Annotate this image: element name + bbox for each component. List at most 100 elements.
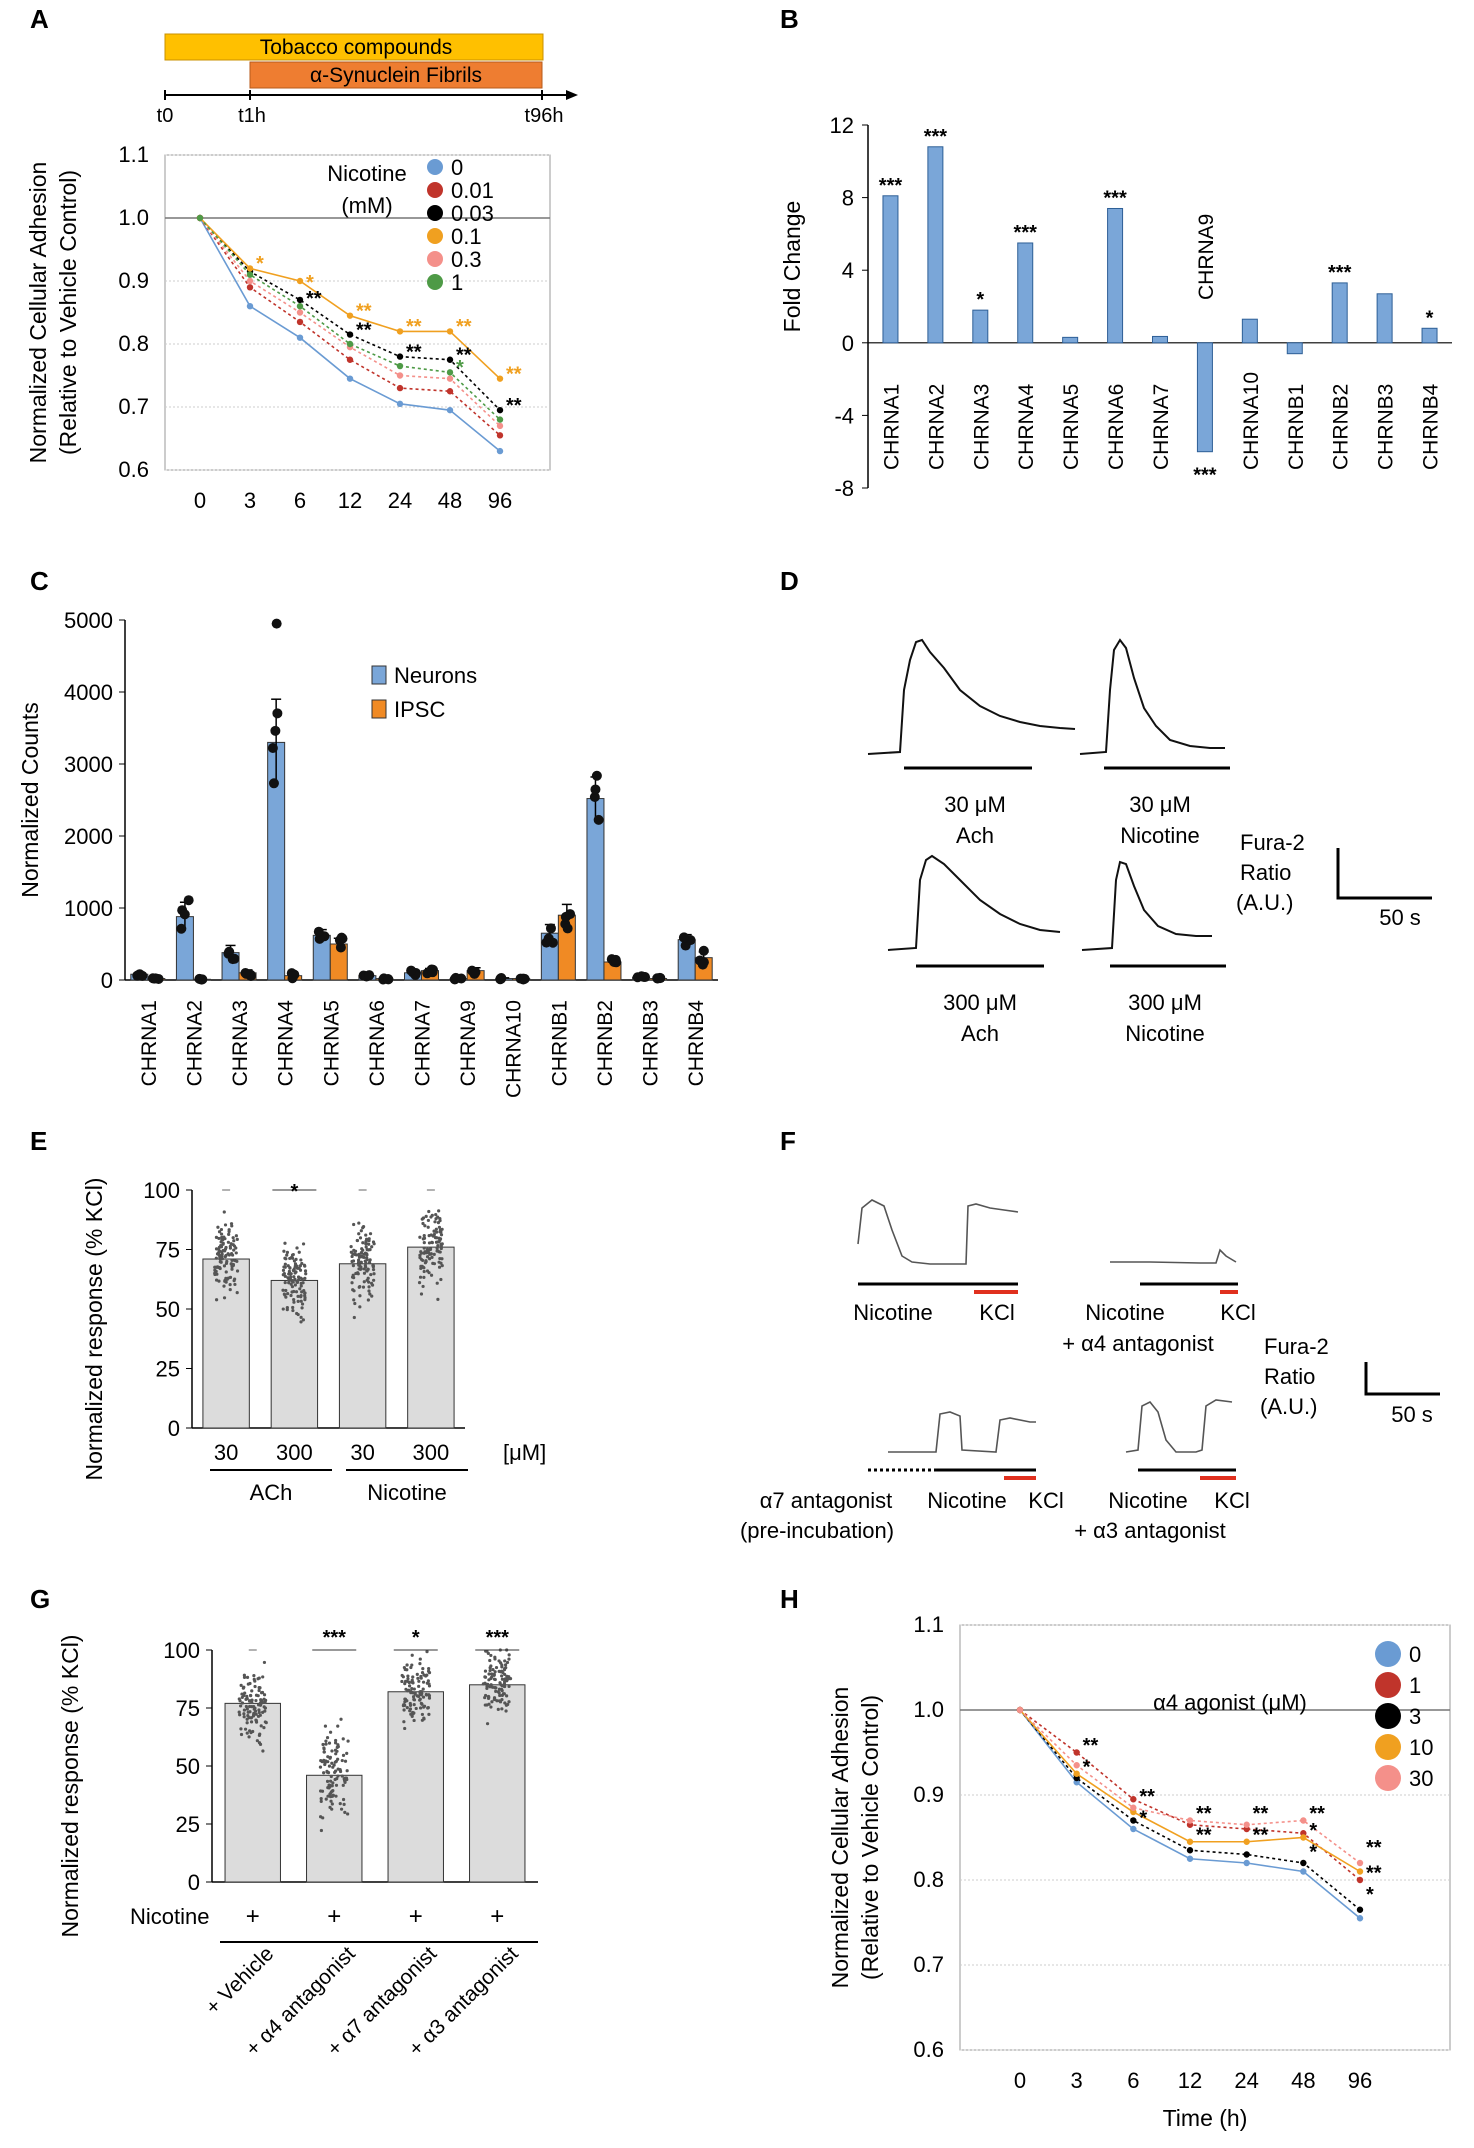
cell-point (254, 1712, 258, 1716)
panel-d: D 30 μM Ach 30 μM Nicotine 300 μM Ach 30… (780, 566, 1432, 1046)
cell-point (403, 1726, 407, 1731)
f1-label-kcl: KCl (979, 1300, 1014, 1325)
cell-point (352, 1252, 356, 1256)
data-point-0.1 (446, 328, 454, 335)
cell-point (329, 1799, 333, 1803)
cell-point (245, 1721, 249, 1725)
f-scale-label-au: (A.U.) (1260, 1394, 1317, 1419)
x-tick-label: CHRNA4 (1015, 383, 1038, 470)
cell-point (416, 1694, 421, 1698)
cell-point (489, 1653, 493, 1658)
x-tick-label: CHRNA1 (880, 384, 903, 470)
cell-point (429, 1273, 434, 1277)
cell-point (356, 1272, 360, 1276)
cell-point (325, 1779, 330, 1783)
cell-point (422, 1705, 426, 1709)
cell-point (410, 1686, 414, 1691)
chart-b: -8 -4 0 4 8 12 Fold Change *** CHRNA1 *** CHRNA2 * C… (779, 113, 1452, 501)
significance-marker: * (976, 289, 984, 311)
cell-point (419, 1292, 424, 1296)
cell-point (285, 1250, 290, 1254)
cell-point (438, 1219, 442, 1223)
cell-point (249, 1730, 253, 1735)
y-tick-label: 0 (168, 1416, 180, 1441)
cell-point (245, 1731, 249, 1735)
significance-marker: ** (506, 395, 522, 417)
cell-point (218, 1266, 222, 1271)
cell-point (421, 1695, 426, 1699)
y-axis-label: Normalized response (% KCl) (57, 1635, 83, 1938)
replicate-point (383, 974, 394, 985)
cell-point (488, 1685, 492, 1689)
cell-point (434, 1240, 439, 1244)
replicate-point (519, 973, 530, 984)
cell-point (289, 1275, 293, 1279)
cell-point (503, 1701, 507, 1705)
cell-point (242, 1715, 246, 1719)
cell-point (213, 1265, 217, 1269)
cell-point (418, 1275, 423, 1279)
cell-point (283, 1265, 287, 1269)
cell-point (503, 1659, 507, 1663)
cell-point (434, 1213, 438, 1217)
significance-marker: *** (323, 1627, 347, 1649)
y-tick-label: 8 (842, 186, 854, 211)
cell-point (282, 1292, 286, 1296)
cell-point (303, 1269, 308, 1273)
cell-point (350, 1281, 354, 1285)
significance-marker: * (256, 253, 264, 275)
cell-point (300, 1302, 305, 1306)
cell-point (365, 1247, 369, 1252)
trace-f-a4-antagonist (1110, 1248, 1237, 1264)
cell-point (328, 1783, 332, 1787)
cell-point (228, 1283, 232, 1287)
cell-point (222, 1264, 227, 1268)
significance-marker: ** (306, 288, 322, 310)
y-tick-label: 2000 (64, 824, 113, 849)
trace-30-nicotine (1079, 638, 1225, 755)
cell-point (422, 1717, 426, 1721)
cell-point (333, 1748, 338, 1752)
cell-point (302, 1263, 307, 1267)
replicate-point (450, 972, 461, 983)
significance-marker: * (1083, 1756, 1091, 1778)
x-tick-label: + Vehicle (201, 1942, 278, 2019)
cell-point (413, 1692, 417, 1696)
cell-point (262, 1693, 267, 1697)
cell-point (411, 1695, 416, 1699)
cell-point (230, 1258, 234, 1262)
cell-point (219, 1227, 224, 1232)
x-tick-label: 3 (244, 488, 256, 513)
x-tick-label: 96 (488, 488, 512, 513)
cell-point (261, 1675, 265, 1679)
cell-point (296, 1275, 301, 1279)
cell-point (334, 1794, 338, 1798)
chart-c: 0 1000 2000 3000 4000 5000 Normalized Counts CH… (17, 608, 718, 1098)
cell-point (350, 1275, 355, 1279)
cell-point (405, 1706, 409, 1710)
data-point-0.1 (296, 277, 304, 285)
cell-point (214, 1235, 219, 1239)
cell-point (425, 1251, 429, 1255)
legend-label: Neurons (394, 663, 477, 688)
cell-point (359, 1260, 363, 1264)
cell-point (357, 1221, 361, 1225)
cell-point (263, 1709, 267, 1713)
panel-c: C 0 1000 2000 3000 4000 5000 Normalized Counts… (17, 566, 718, 1098)
panel-e: E 0 25 50 75 100 Normalized response (% KCl) 3… (30, 1126, 546, 1505)
cell-point (319, 1796, 323, 1801)
cell-point (432, 1232, 436, 1237)
x-tick-label: CHRNA7 (412, 1000, 435, 1086)
cell-point (331, 1765, 335, 1769)
trace-label-30-nicotine-agent: Nicotine (1120, 823, 1199, 848)
cell-point (238, 1713, 242, 1717)
timeline-arrow-icon (566, 90, 578, 100)
bar-CHRNA5 (1062, 336, 1079, 344)
cell-point (351, 1264, 355, 1268)
cell-point (497, 1687, 502, 1691)
cell-point (259, 1691, 264, 1695)
cell-point (426, 1679, 430, 1683)
cell-point (329, 1790, 333, 1794)
cell-point (220, 1252, 224, 1256)
panel-f: F Nicotine KCl Nicotine KCl + α4 antagon… (740, 1126, 1440, 1543)
